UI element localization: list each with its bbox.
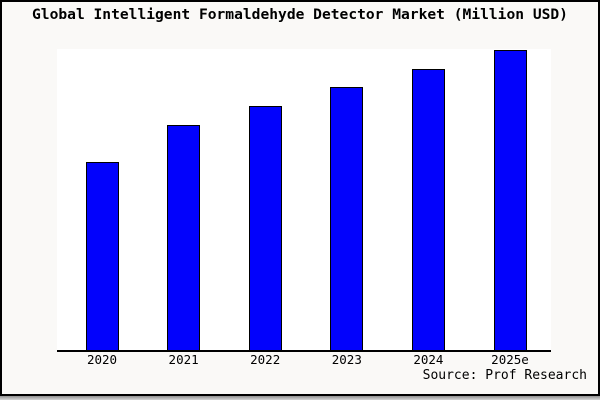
x-tick-2023: 2023 [331,352,362,367]
bar-2024 [411,68,445,350]
bar-2022 [248,106,282,350]
bar-2021 [167,125,201,350]
x-axis-tick-labels: 2020 2021 2022 2023 2024 2025e [2,353,598,367]
source-credit: Source: Prof Research [422,368,587,383]
x-tick-2021: 2021 [168,352,199,367]
x-tick-2020: 2020 [86,352,118,367]
bar-2023 [330,86,364,350]
x-tick-2025e: 2025e [491,352,529,367]
bar-2020 [85,161,119,350]
x-tick-2022: 2022 [250,352,281,367]
bar-2025e [493,50,527,350]
plot-area [57,49,551,352]
bottom-shadow [0,396,600,400]
chart-title: Global Intelligent Formaldehyde Detector… [32,6,568,23]
x-tick-2024: 2024 [413,352,444,367]
